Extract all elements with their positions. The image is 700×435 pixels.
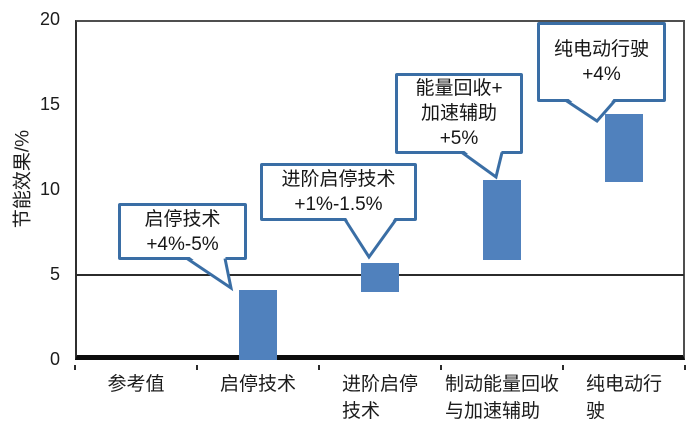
bar-2 bbox=[239, 290, 277, 360]
bar-5 bbox=[605, 113, 643, 182]
callout-advanced-start-stop-text: 进阶启停技术 +1%-1.5% bbox=[281, 169, 396, 215]
callout-pure-electric-text: 纯电动行驶 +4% bbox=[553, 39, 649, 85]
x-category-label-2: 启停技术 bbox=[219, 374, 297, 395]
callout-energy-recovery: 能量回收+ 加速辅助 +5% bbox=[395, 73, 523, 154]
callout-start-stop-text: 启停技术 +4%-5% bbox=[144, 208, 221, 255]
x-category-label-3: 进阶启停 技术 bbox=[341, 374, 419, 422]
x-category-label-4: 制动能量回收 与加速辅助 bbox=[444, 374, 560, 422]
y-tick-label-15: 15 bbox=[39, 94, 60, 114]
y-tick-label-5: 5 bbox=[49, 264, 60, 284]
y-tick-label-0: 0 bbox=[49, 349, 60, 369]
x-axis-tick bbox=[318, 365, 320, 370]
x-axis-tick bbox=[562, 365, 564, 370]
callout-energy-recovery-text: 能量回收+ 加速辅助 +5% bbox=[415, 78, 503, 149]
x-category-label-5: 纯电动行驶 bbox=[586, 374, 663, 422]
y-tick-label-20: 20 bbox=[39, 9, 60, 29]
x-axis-tick bbox=[684, 365, 686, 370]
y-tick-label-10: 10 bbox=[39, 179, 60, 199]
callout-start-stop: 启停技术 +4%-5% bbox=[118, 203, 247, 260]
bar-4 bbox=[483, 179, 521, 260]
callout-advanced-start-stop: 进阶启停技术 +1%-1.5% bbox=[260, 163, 417, 221]
callout-pure-electric: 纯电动行驶 +4% bbox=[537, 22, 666, 102]
x-axis-tick bbox=[440, 365, 442, 370]
bar-3 bbox=[361, 263, 399, 292]
x-category-label-1: 参考值 bbox=[107, 374, 165, 395]
x-axis-tick bbox=[74, 365, 76, 370]
x-axis-tick bbox=[196, 365, 198, 370]
